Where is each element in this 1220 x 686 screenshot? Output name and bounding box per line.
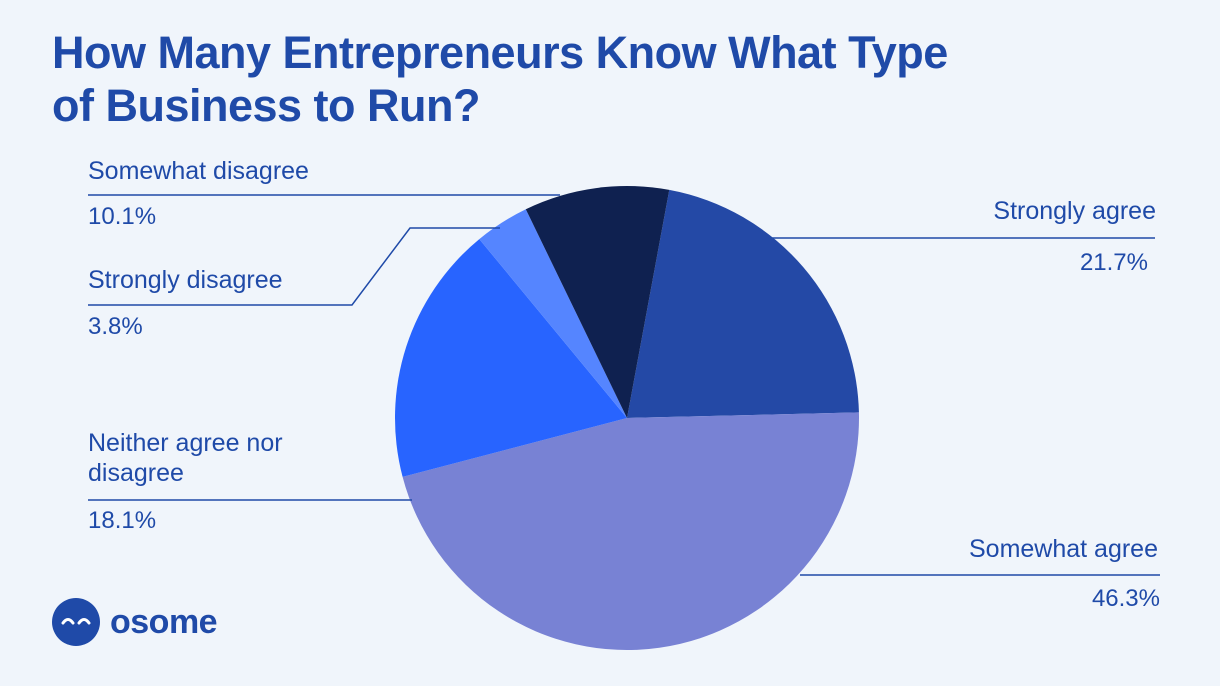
slice-label: Somewhat agree: [968, 535, 1158, 563]
slice-label: Strongly agree: [993, 197, 1156, 225]
chart-title: How Many Entrepreneurs Know What Type of…: [52, 27, 948, 131]
slice-label: Somewhat disagree: [88, 157, 309, 185]
logo: osome: [52, 598, 218, 646]
slice-label: Neither agree nor disagree: [88, 429, 283, 487]
logo-text: osome: [110, 602, 218, 641]
leader-lines: [88, 194, 1160, 576]
pie-slice: [395, 239, 627, 477]
leader-line: [88, 227, 500, 306]
value-label: 10.1%: [88, 203, 157, 230]
value-label: 46.3%: [1091, 585, 1160, 612]
pie-slice: [525, 186, 670, 418]
pie-slice: [402, 412, 860, 651]
pie: [395, 186, 860, 651]
value-label: 3.8%: [88, 313, 143, 340]
pie-slice: [627, 189, 859, 418]
value-label: 18.1%: [88, 507, 157, 534]
logo-icon: [52, 598, 100, 646]
pie-slice: [479, 209, 627, 418]
value-label: 21.7%: [1079, 249, 1148, 276]
slice-label: Strongly disagree: [88, 266, 283, 294]
